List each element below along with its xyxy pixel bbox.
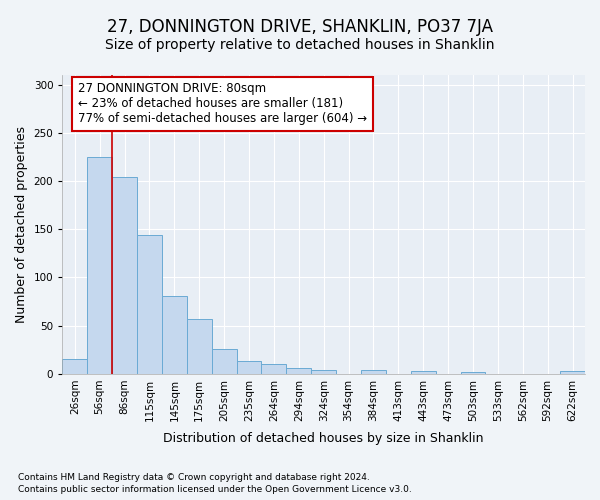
Bar [112,177,137,374]
Bar [286,368,311,374]
Text: Contains HM Land Registry data © Crown copyright and database right 2024.: Contains HM Land Registry data © Crown c… [18,472,370,482]
Text: Size of property relative to detached houses in Shanklin: Size of property relative to detached ho… [105,38,495,52]
Bar [187,319,212,374]
Bar [311,370,336,374]
Bar [411,371,436,374]
Bar [560,371,585,374]
Bar [162,296,187,374]
Text: 27, DONNINGTON DRIVE, SHANKLIN, PO37 7JA: 27, DONNINGTON DRIVE, SHANKLIN, PO37 7JA [107,18,493,36]
Bar [137,235,162,374]
Bar [236,362,262,374]
Bar [87,157,112,374]
Bar [262,364,286,374]
Y-axis label: Number of detached properties: Number of detached properties [15,126,28,323]
Bar [212,349,236,374]
Bar [461,372,485,374]
Bar [62,360,87,374]
X-axis label: Distribution of detached houses by size in Shanklin: Distribution of detached houses by size … [163,432,484,445]
Text: Contains public sector information licensed under the Open Government Licence v3: Contains public sector information licen… [18,485,412,494]
Bar [361,370,386,374]
Text: 27 DONNINGTON DRIVE: 80sqm
← 23% of detached houses are smaller (181)
77% of sem: 27 DONNINGTON DRIVE: 80sqm ← 23% of deta… [78,82,367,126]
